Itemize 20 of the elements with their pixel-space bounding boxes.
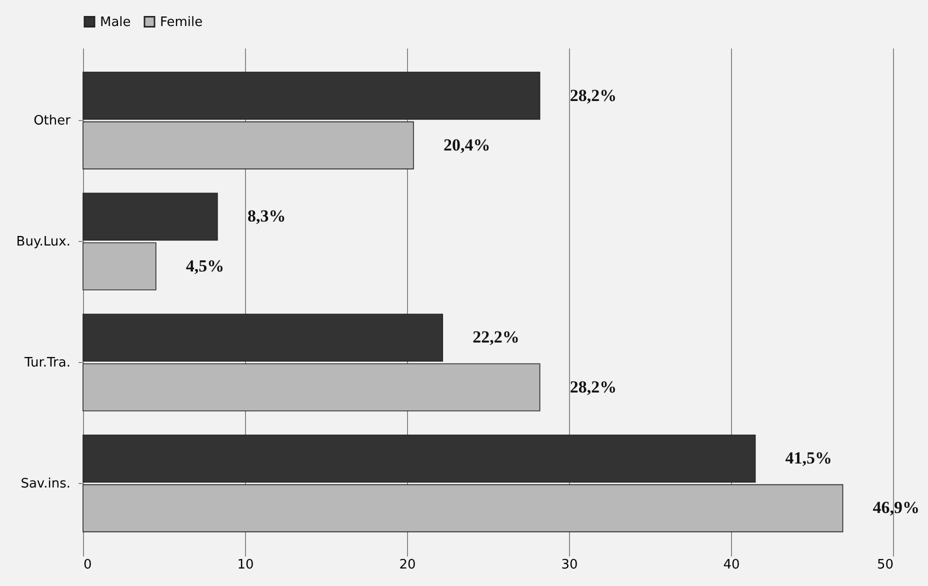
- y-tick-label: Sav.ins.: [20, 476, 70, 492]
- data-label: 20,4%: [443, 135, 490, 154]
- y-tick-label: Other: [34, 114, 72, 129]
- x-tick-label: 40: [723, 558, 740, 572]
- data-label: 28,2%: [570, 377, 617, 396]
- x-tick-label: 0: [84, 558, 92, 572]
- data-label: 8,3%: [247, 206, 286, 226]
- legend-label: Femile: [160, 14, 203, 30]
- y-tick-label: Tur.Tra.: [24, 355, 70, 370]
- x-tick-label: 10: [237, 558, 254, 572]
- data-label: 22,2%: [472, 328, 520, 347]
- data-label: 46,9%: [872, 498, 920, 518]
- data-label: 41,5%: [785, 448, 832, 468]
- data-label: 4,5%: [186, 256, 224, 276]
- legend-label: Male: [100, 14, 131, 30]
- y-tick-label: Buy.Lux.: [16, 234, 70, 250]
- x-tick-label: 50: [876, 558, 894, 572]
- x-tick-label: 30: [561, 558, 578, 572]
- data-label: 28,2%: [570, 86, 617, 105]
- x-tick-label: 20: [399, 558, 416, 572]
